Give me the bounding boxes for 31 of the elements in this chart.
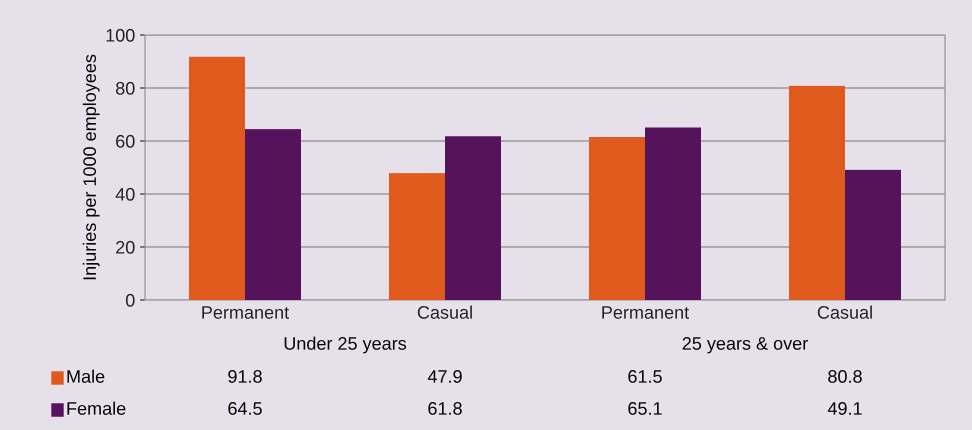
bar xyxy=(789,86,845,300)
y-tick-label: 0 xyxy=(126,294,135,307)
data-label: 49.1 xyxy=(828,402,862,415)
bar xyxy=(389,173,445,300)
y-tick-label: 20 xyxy=(116,240,135,254)
bar xyxy=(589,137,645,300)
data-label: 64.5 xyxy=(228,402,262,415)
bar xyxy=(445,136,501,300)
y-tick-label: 60 xyxy=(116,134,135,148)
data-label: 65.1 xyxy=(628,402,662,415)
legend-label: Male xyxy=(67,370,104,383)
text: 25 years & over xyxy=(682,337,808,354)
x-tick-label: Permanent xyxy=(602,306,690,319)
y-tick-label: 80 xyxy=(116,82,135,95)
data-label: 80.8 xyxy=(828,370,862,383)
x-tick-label: Casual xyxy=(818,306,872,319)
y-tick-label: 100 xyxy=(106,28,135,42)
x-tick-label: Casual xyxy=(418,306,472,319)
y-tick-label: 40 xyxy=(116,188,135,201)
data-label: 61.8 xyxy=(428,402,462,415)
data-label: 61.5 xyxy=(628,370,662,383)
x-tick-label: Permanent xyxy=(202,306,290,319)
bar xyxy=(845,170,901,300)
data-label: 47.9 xyxy=(428,370,462,383)
y-axis-title: Injuries per 1000 employees xyxy=(82,54,100,280)
text: Under 25 years xyxy=(284,336,406,354)
bar xyxy=(189,56,245,300)
bar xyxy=(245,129,301,300)
data-label: 91.8 xyxy=(228,370,262,383)
bar xyxy=(645,127,701,300)
legend-label: Female xyxy=(67,402,126,415)
